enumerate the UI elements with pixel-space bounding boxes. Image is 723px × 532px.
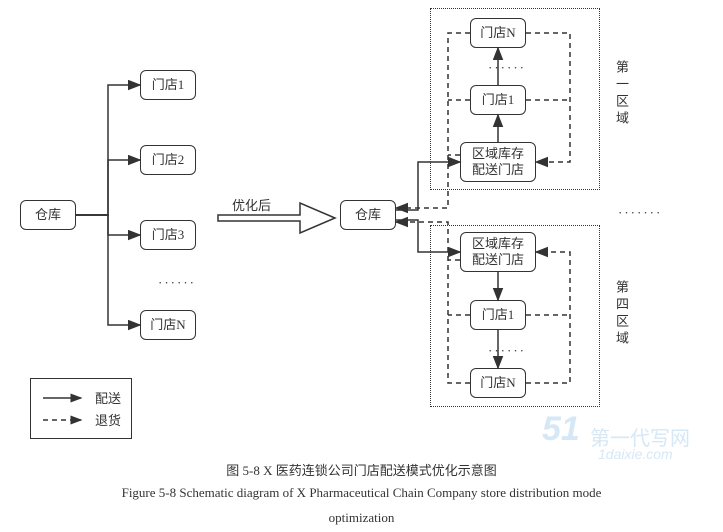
legend-return-label: 退货 xyxy=(95,410,121,429)
caption-en-1: Figure 5-8 Schematic diagram of X Pharma… xyxy=(0,485,723,501)
diagram-container: 仓库 门店1 门店2 门店3 ······ 门店N 优化后 仓库 门店N ···… xyxy=(0,0,723,450)
region-4-ellipsis: ······ xyxy=(488,343,526,359)
region-1-ellipsis: ······ xyxy=(488,60,526,76)
transition-label: 优化后 xyxy=(232,195,271,214)
legend-delivery: 配送 xyxy=(41,388,121,407)
legend-box: 配送 退货 xyxy=(30,378,132,439)
region-4-dist: 区域库存 配送门店 xyxy=(460,232,536,272)
region-1-dist: 区域库存 配送门店 xyxy=(460,142,536,182)
legend-delivery-label: 配送 xyxy=(95,388,121,407)
region-1-store-n: 门店N xyxy=(470,18,526,48)
left-store-1: 门店1 xyxy=(140,70,196,100)
right-warehouse: 仓库 xyxy=(340,200,396,230)
region-4-label: 第四区域 xyxy=(612,280,631,348)
caption-cn: 图 5-8 X 医药连锁公司门店配送模式优化示意图 xyxy=(0,460,723,479)
left-warehouse: 仓库 xyxy=(20,200,76,230)
dashed-arrow-icon xyxy=(41,415,87,425)
left-store-3: 门店3 xyxy=(140,220,196,250)
region-1-store-1: 门店1 xyxy=(470,85,526,115)
solid-arrow-icon xyxy=(41,393,87,403)
left-ellipsis: ······ xyxy=(158,275,196,291)
left-store-2: 门店2 xyxy=(140,145,196,175)
region-4-store-1: 门店1 xyxy=(470,300,526,330)
region-4-store-n: 门店N xyxy=(470,368,526,398)
between-regions-dots-h: ······· xyxy=(618,205,662,221)
region-1-label: 第一区域 xyxy=(612,60,631,128)
left-store-n: 门店N xyxy=(140,310,196,340)
watermark-logo: 51 xyxy=(542,410,580,449)
caption-en-2: optimization xyxy=(0,510,723,526)
legend-return: 退货 xyxy=(41,410,121,429)
